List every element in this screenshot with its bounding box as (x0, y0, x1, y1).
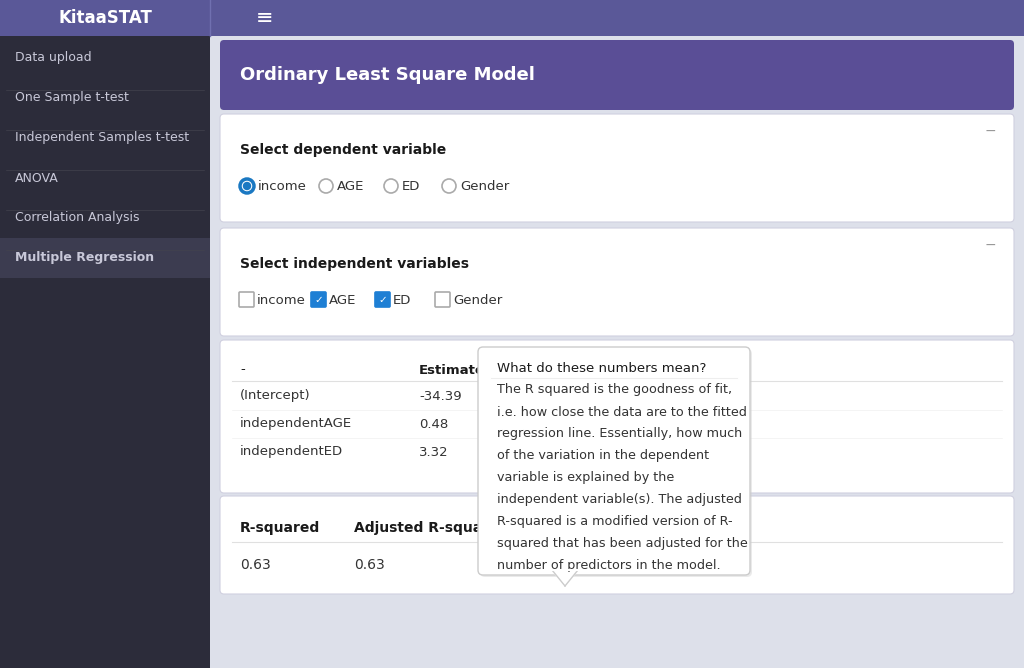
FancyBboxPatch shape (311, 292, 326, 307)
Text: AGE: AGE (329, 293, 356, 307)
Text: The R squared is the goodness of fit,: The R squared is the goodness of fit, (497, 383, 732, 397)
Text: 1.94: 1.94 (512, 389, 542, 403)
Text: Select dependent variable: Select dependent variable (240, 143, 446, 157)
Text: independentAGE: independentAGE (240, 418, 352, 430)
FancyBboxPatch shape (0, 0, 210, 668)
Text: of the variation in the dependent: of the variation in the dependent (497, 450, 710, 462)
Text: income: income (258, 180, 307, 192)
Text: Gender: Gender (453, 293, 502, 307)
FancyBboxPatch shape (435, 292, 450, 307)
Circle shape (384, 179, 398, 193)
Text: KitaaSTAT: KitaaSTAT (58, 9, 152, 27)
FancyBboxPatch shape (220, 40, 1014, 110)
Text: Gender: Gender (460, 180, 509, 192)
Polygon shape (552, 570, 578, 586)
Text: ED: ED (402, 180, 421, 192)
FancyBboxPatch shape (0, 0, 1024, 36)
Text: One Sample t-test: One Sample t-test (15, 92, 129, 104)
Text: Std.: Std. (512, 363, 543, 377)
Text: independent variable(s). The adjusted: independent variable(s). The adjusted (497, 494, 741, 506)
Text: number of predictors in the model.: number of predictors in the model. (497, 560, 721, 572)
Circle shape (240, 179, 254, 193)
Text: 0.03: 0.03 (512, 418, 542, 430)
Text: ✓: ✓ (314, 295, 323, 305)
Text: R-squared: R-squared (240, 521, 321, 535)
Text: Multiple Regression: Multiple Regression (15, 251, 155, 265)
Text: ED: ED (393, 293, 412, 307)
Text: 3.32: 3.32 (419, 446, 449, 458)
FancyBboxPatch shape (480, 349, 752, 577)
Text: -: - (240, 363, 245, 377)
Text: 0.48: 0.48 (419, 418, 449, 430)
Circle shape (319, 179, 333, 193)
Text: squared that has been adjusted for the: squared that has been adjusted for the (497, 538, 748, 550)
FancyBboxPatch shape (220, 496, 1014, 594)
FancyBboxPatch shape (220, 228, 1014, 336)
Text: Correlation Analysis: Correlation Analysis (15, 212, 139, 224)
Text: ✓: ✓ (378, 295, 387, 305)
Circle shape (244, 182, 251, 190)
Text: i.e. how close the data are to the fitted: i.e. how close the data are to the fitte… (497, 405, 746, 418)
FancyBboxPatch shape (375, 292, 390, 307)
Text: independentED: independentED (240, 446, 343, 458)
Text: Data upload: Data upload (15, 51, 91, 65)
Text: Adjusted R-squared: Adjusted R-squared (354, 521, 509, 535)
Text: 0.63: 0.63 (240, 558, 270, 572)
Text: ≡: ≡ (256, 8, 273, 28)
Text: What do these numbers mean?: What do these numbers mean? (497, 361, 707, 375)
Text: Ordinary Least Square Model: Ordinary Least Square Model (240, 66, 535, 84)
Text: −: − (984, 238, 996, 252)
Text: -34.39: -34.39 (419, 389, 462, 403)
Circle shape (442, 179, 456, 193)
Text: −: − (984, 124, 996, 138)
Text: income: income (257, 293, 306, 307)
Text: R-squared is a modified version of R-: R-squared is a modified version of R- (497, 516, 732, 528)
FancyBboxPatch shape (220, 114, 1014, 222)
Text: Estimate: Estimate (419, 363, 485, 377)
Text: 0.15: 0.15 (512, 446, 542, 458)
Text: regression line. Essentially, how much: regression line. Essentially, how much (497, 428, 742, 440)
FancyBboxPatch shape (0, 238, 210, 278)
Text: AGE: AGE (337, 180, 365, 192)
FancyBboxPatch shape (239, 292, 254, 307)
Text: Select independent variables: Select independent variables (240, 257, 469, 271)
Text: variable is explained by the: variable is explained by the (497, 472, 674, 484)
FancyBboxPatch shape (478, 347, 750, 575)
Text: (Intercept): (Intercept) (240, 389, 310, 403)
Text: 0.63: 0.63 (354, 558, 385, 572)
Text: ANOVA: ANOVA (15, 172, 58, 184)
Text: Independent Samples t-test: Independent Samples t-test (15, 132, 189, 144)
FancyBboxPatch shape (220, 340, 1014, 493)
